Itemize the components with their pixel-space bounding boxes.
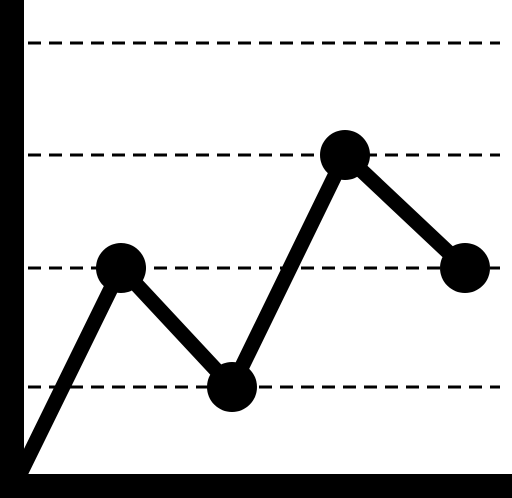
points (96, 130, 490, 412)
point (96, 243, 146, 293)
point (207, 362, 257, 412)
point (440, 243, 490, 293)
x-axis (0, 474, 512, 498)
grid-lines (28, 41, 500, 389)
point (320, 130, 370, 180)
y-axis (0, 0, 24, 498)
